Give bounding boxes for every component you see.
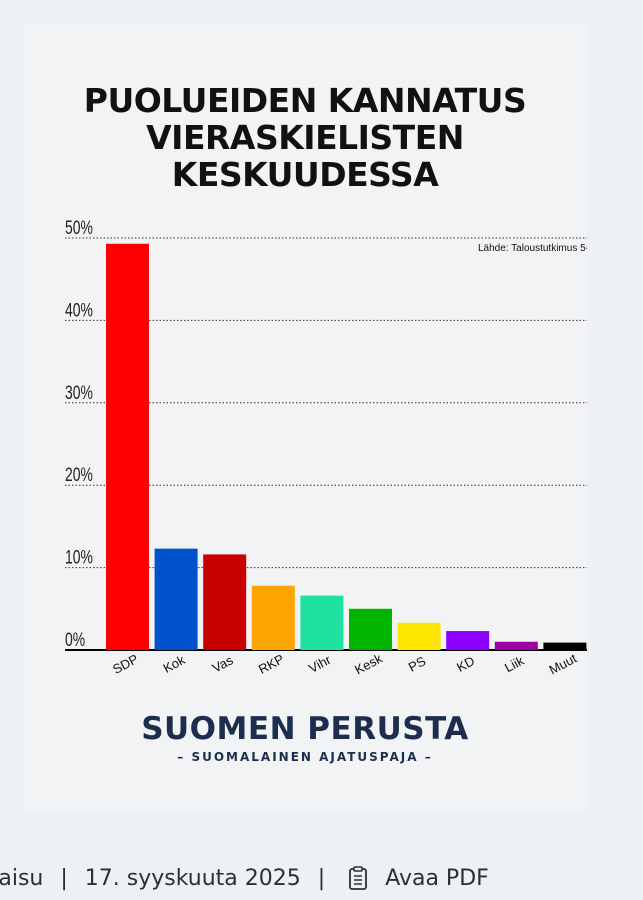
x-tick-label: Kesk — [352, 650, 385, 677]
title-line-1: PUOLUEIDEN KANNATUS — [83, 81, 527, 120]
y-tick-label: 30% — [65, 382, 93, 404]
y-tick-label: 50% — [65, 217, 93, 239]
open-pdf-link[interactable]: Avaa PDF — [385, 865, 489, 891]
bar-liik — [494, 641, 538, 650]
x-tick-label: RKP — [256, 651, 287, 677]
chart-title: PUOLUEIDEN KANNATUS VIERASKIELISTEN KESK… — [23, 82, 587, 193]
clipboard-icon[interactable] — [348, 866, 368, 890]
publish-date: 17. syyskuuta 2025 — [84, 865, 301, 891]
footer-separator: | — [317, 865, 326, 891]
title-line-2: VIERASKIELISTEN — [146, 118, 464, 157]
logo-sub-text: – SUOMALAINEN AJATUSPAJA – — [177, 750, 433, 764]
x-tick-label: SDP — [110, 651, 141, 677]
source-note: Lähde: Taloustutkimus 5-7 — [478, 243, 587, 254]
x-tick-label: PS — [406, 653, 429, 675]
footer-separator: | — [60, 865, 68, 891]
y-tick-label: 10% — [65, 546, 93, 568]
footer-bar: kaisu | 17. syyskuuta 2025 | Avaa PDF — [0, 865, 489, 891]
footer-prefix: kaisu — [0, 865, 44, 891]
bar-chart: 0% 10% 20% 30% 40% 50% SDP Kok Vas RKP Vihr Kesk PS K… — [65, 217, 587, 677]
x-tick-label: KD — [454, 653, 477, 675]
y-tick-label: 0% — [65, 629, 85, 651]
chart-card: PUOLUEIDEN KANNATUS VIERASKIELISTEN KESK… — [23, 24, 587, 811]
x-tick-label: Muut — [547, 650, 580, 677]
logo-main-text: SUOMEN PERUSTA — [141, 711, 469, 747]
x-tick-label: Liik — [502, 653, 527, 676]
x-tick-label: Vihr — [306, 652, 334, 676]
bar-vas — [203, 554, 247, 650]
logo: SUOMEN PERUSTA – SUOMALAINEN AJATUSPAJA … — [23, 710, 587, 764]
bar-ps — [397, 622, 441, 650]
x-tick-label: Vas — [210, 652, 236, 676]
bar-vihr — [300, 595, 344, 650]
bar-sdp — [106, 243, 149, 650]
title-line-3: KESKUUDESSA — [171, 155, 439, 194]
bar-kesk — [349, 608, 392, 650]
y-tick-label: 20% — [65, 464, 93, 486]
bar-kok — [154, 548, 198, 650]
x-tick-label: Kok — [161, 652, 188, 676]
y-tick-label: 40% — [65, 299, 93, 321]
bar-kd — [446, 631, 490, 650]
bar-muut — [543, 642, 587, 650]
bar-rkp — [251, 585, 295, 650]
